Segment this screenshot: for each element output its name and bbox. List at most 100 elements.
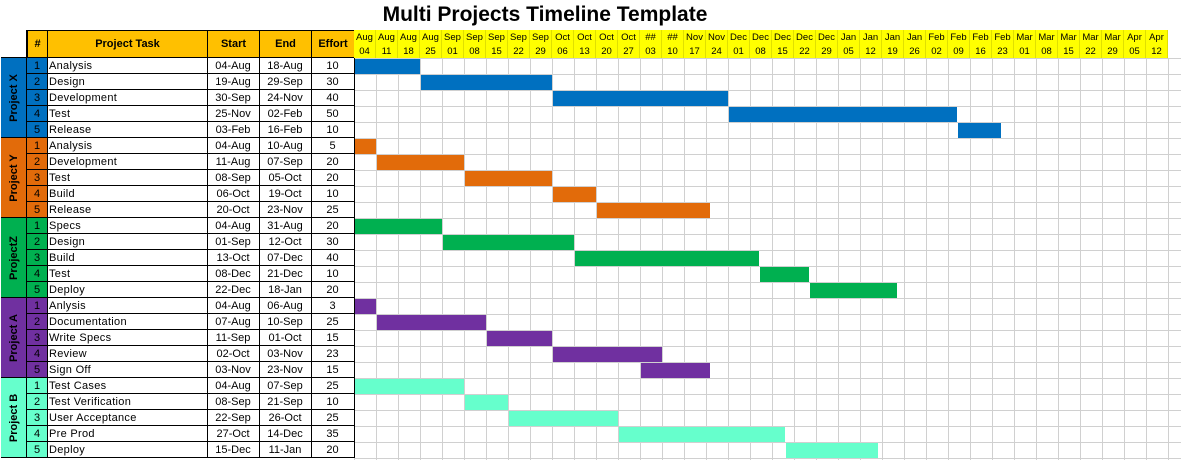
task-end-cell[interactable]: 31-Aug xyxy=(259,218,312,234)
header-num[interactable]: # xyxy=(27,30,48,58)
header-effort[interactable]: Effort xyxy=(311,30,355,58)
task-name-cell[interactable]: Pre Prod xyxy=(47,426,208,442)
task-name-cell[interactable]: Deploy xyxy=(47,282,208,298)
task-effort-cell[interactable]: 10 xyxy=(311,58,355,74)
task-name-cell[interactable]: Test Verification xyxy=(47,394,208,410)
gantt-bar[interactable] xyxy=(377,315,486,330)
task-start-cell[interactable]: 08-Sep xyxy=(207,394,260,410)
gantt-bar[interactable] xyxy=(421,75,552,90)
gantt-bar[interactable] xyxy=(355,299,376,314)
task-number-cell[interactable]: 5 xyxy=(27,122,48,138)
task-number-cell[interactable]: 4 xyxy=(27,186,48,202)
task-number-cell[interactable]: 2 xyxy=(27,234,48,250)
task-effort-cell[interactable]: 20 xyxy=(311,154,355,170)
task-number-cell[interactable]: 5 xyxy=(27,202,48,218)
gantt-bar[interactable] xyxy=(509,411,618,426)
task-name-cell[interactable]: Specs xyxy=(47,218,208,234)
gantt-bar[interactable] xyxy=(786,443,878,458)
gantt-bar[interactable] xyxy=(575,251,759,266)
task-end-cell[interactable]: 16-Feb xyxy=(259,122,312,138)
task-number-cell[interactable]: 1 xyxy=(27,218,48,234)
task-start-cell[interactable]: 04-Aug xyxy=(207,138,260,154)
gantt-bar[interactable] xyxy=(553,91,728,106)
task-name-cell[interactable]: Build xyxy=(47,250,208,266)
task-name-cell[interactable]: Write Specs xyxy=(47,330,208,346)
task-number-cell[interactable]: 3 xyxy=(27,250,48,266)
task-start-cell[interactable]: 02-Oct xyxy=(207,346,260,362)
gantt-bar[interactable] xyxy=(355,59,420,74)
task-effort-cell[interactable]: 20 xyxy=(311,170,355,186)
task-number-cell[interactable]: 3 xyxy=(27,170,48,186)
task-start-cell[interactable]: 27-Oct xyxy=(207,426,260,442)
task-name-cell[interactable]: Build xyxy=(47,186,208,202)
task-number-cell[interactable]: 3 xyxy=(27,410,48,426)
task-name-cell[interactable]: Deploy xyxy=(47,442,208,458)
task-number-cell[interactable]: 1 xyxy=(27,58,48,74)
task-number-cell[interactable]: 4 xyxy=(27,346,48,362)
gantt-bar[interactable] xyxy=(641,363,711,378)
gantt-bar[interactable] xyxy=(759,267,810,282)
task-end-cell[interactable]: 01-Oct xyxy=(259,330,312,346)
gantt-bar[interactable] xyxy=(465,395,508,410)
task-end-cell[interactable]: 03-Nov xyxy=(259,346,312,362)
gantt-bar[interactable] xyxy=(355,219,442,234)
task-number-cell[interactable]: 5 xyxy=(27,442,48,458)
task-start-cell[interactable]: 20-Oct xyxy=(207,202,260,218)
task-effort-cell[interactable]: 25 xyxy=(311,378,355,394)
task-start-cell[interactable]: 19-Aug xyxy=(207,74,260,90)
task-name-cell[interactable]: Test xyxy=(47,266,208,282)
task-effort-cell[interactable]: 25 xyxy=(311,410,355,426)
task-start-cell[interactable]: 11-Sep xyxy=(207,330,260,346)
task-name-cell[interactable]: Test Cases xyxy=(47,378,208,394)
task-name-cell[interactable]: Documentation xyxy=(47,314,208,330)
task-start-cell[interactable]: 22-Sep xyxy=(207,410,260,426)
task-start-cell[interactable]: 22-Dec xyxy=(207,282,260,298)
task-name-cell[interactable]: Development xyxy=(47,90,208,106)
task-effort-cell[interactable]: 10 xyxy=(311,266,355,282)
task-effort-cell[interactable]: 23 xyxy=(311,346,355,362)
gantt-bar[interactable] xyxy=(553,347,662,362)
task-effort-cell[interactable]: 15 xyxy=(311,330,355,346)
task-number-cell[interactable]: 4 xyxy=(27,106,48,122)
header-start[interactable]: Start xyxy=(207,30,260,58)
task-end-cell[interactable]: 26-Oct xyxy=(259,410,312,426)
task-number-cell[interactable]: 2 xyxy=(27,154,48,170)
task-effort-cell[interactable]: 15 xyxy=(311,362,355,378)
task-end-cell[interactable]: 23-Nov xyxy=(259,202,312,218)
task-end-cell[interactable]: 02-Feb xyxy=(259,106,312,122)
header-end[interactable]: End xyxy=(259,30,312,58)
task-start-cell[interactable]: 08-Dec xyxy=(207,266,260,282)
gantt-bar[interactable] xyxy=(487,331,552,346)
task-effort-cell[interactable]: 50 xyxy=(311,106,355,122)
gantt-bar[interactable] xyxy=(553,187,596,202)
task-effort-cell[interactable]: 20 xyxy=(311,218,355,234)
task-end-cell[interactable]: 06-Aug xyxy=(259,298,312,314)
task-name-cell[interactable]: Review xyxy=(47,346,208,362)
gantt-bar[interactable] xyxy=(355,379,464,394)
task-number-cell[interactable]: 3 xyxy=(27,330,48,346)
gantt-bar[interactable] xyxy=(957,123,1001,138)
task-name-cell[interactable]: Anlysis xyxy=(47,298,208,314)
task-end-cell[interactable]: 29-Sep xyxy=(259,74,312,90)
task-end-cell[interactable]: 18-Jan xyxy=(259,282,312,298)
task-start-cell[interactable]: 06-Oct xyxy=(207,186,260,202)
task-start-cell[interactable]: 03-Nov xyxy=(207,362,260,378)
task-end-cell[interactable]: 10-Sep xyxy=(259,314,312,330)
task-name-cell[interactable]: User Acceptance xyxy=(47,410,208,426)
task-number-cell[interactable]: 5 xyxy=(27,282,48,298)
gantt-bar[interactable] xyxy=(597,203,711,218)
task-end-cell[interactable]: 23-Nov xyxy=(259,362,312,378)
task-number-cell[interactable]: 1 xyxy=(27,378,48,394)
task-start-cell[interactable]: 15-Dec xyxy=(207,442,260,458)
task-effort-cell[interactable]: 10 xyxy=(311,394,355,410)
task-start-cell[interactable]: 13-Oct xyxy=(207,250,260,266)
task-start-cell[interactable]: 07-Aug xyxy=(207,314,260,330)
task-end-cell[interactable]: 24-Nov xyxy=(259,90,312,106)
task-end-cell[interactable]: 07-Sep xyxy=(259,378,312,394)
task-start-cell[interactable]: 11-Aug xyxy=(207,154,260,170)
task-name-cell[interactable]: Release xyxy=(47,202,208,218)
task-number-cell[interactable]: 4 xyxy=(27,426,48,442)
task-name-cell[interactable]: Development xyxy=(47,154,208,170)
task-start-cell[interactable]: 01-Sep xyxy=(207,234,260,250)
task-effort-cell[interactable]: 25 xyxy=(311,314,355,330)
